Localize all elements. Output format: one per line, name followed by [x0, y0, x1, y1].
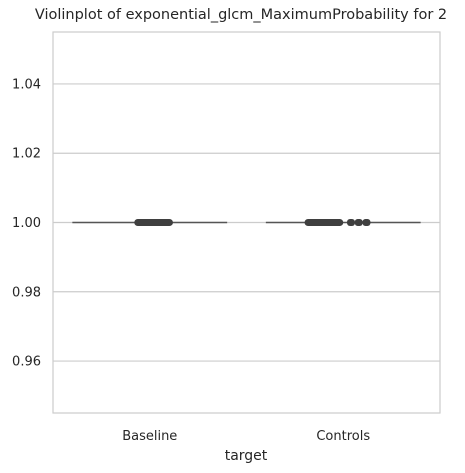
x-ticks: Baseline Controls [122, 429, 370, 444]
outlier-point-controls [354, 219, 363, 226]
y-tick-label: 0.96 [12, 355, 41, 370]
outlier-point-controls [362, 219, 371, 226]
x-axis-label: target [225, 448, 268, 464]
y-ticks: 0.96 0.98 1.00 1.02 1.04 [12, 77, 41, 369]
box-controls [304, 219, 344, 226]
x-tick-label: Controls [316, 429, 370, 444]
chart-title: Violinplot of exponential_glcm_MaximumPr… [35, 7, 447, 23]
y-tick-label: 1.02 [12, 147, 41, 162]
plot-frame [52, 31, 441, 414]
marks [72, 219, 421, 226]
y-tick-label: 0.98 [12, 285, 41, 300]
y-tick-label: 1.04 [12, 77, 41, 92]
y-tick-label: 1.00 [12, 216, 41, 231]
outlier-point-controls [346, 219, 355, 226]
x-tick-label: Baseline [122, 429, 177, 444]
box-baseline [134, 219, 173, 226]
